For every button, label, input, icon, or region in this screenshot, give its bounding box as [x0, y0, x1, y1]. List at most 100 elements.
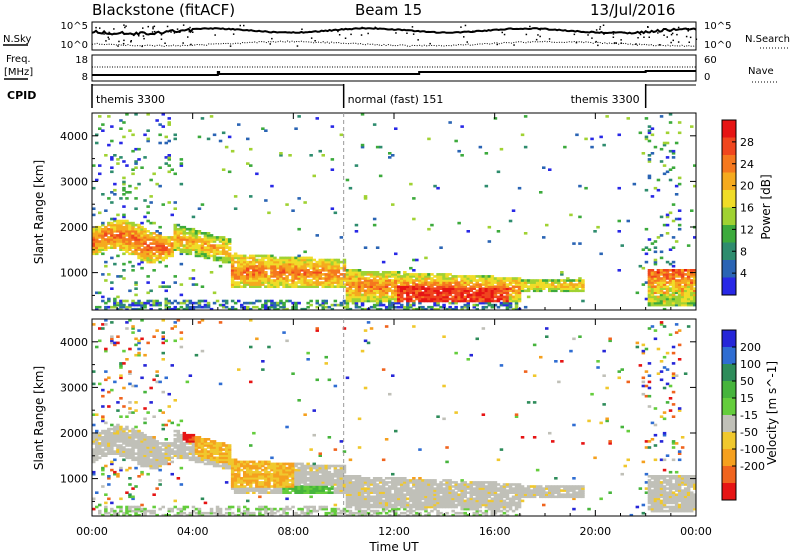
velocity-cell — [152, 511, 156, 515]
power-cell — [182, 230, 187, 233]
velocity-cell — [351, 491, 356, 494]
velocity-cell — [243, 511, 247, 515]
noise-point — [473, 30, 476, 33]
velocity-cell — [215, 456, 220, 460]
power-cell — [647, 277, 652, 280]
velocity-cell — [119, 364, 123, 367]
power-cell — [668, 293, 673, 297]
power-cell — [647, 287, 652, 290]
velocity-cell — [140, 458, 144, 462]
power-cell — [526, 287, 531, 290]
power-cell — [496, 299, 501, 303]
velocity-cell — [351, 481, 356, 484]
power-cell — [107, 305, 111, 309]
power-cell — [336, 279, 341, 282]
power-cell — [454, 279, 458, 282]
power-cell — [647, 295, 652, 299]
power-cell — [671, 297, 676, 301]
velocity-cell — [140, 448, 144, 451]
power-cell — [116, 275, 120, 278]
power-cell — [270, 256, 274, 260]
power-cell — [119, 227, 123, 231]
power-cell — [348, 283, 353, 286]
power-cell — [381, 277, 386, 280]
velocity-cell — [294, 487, 298, 490]
velocity-cell — [185, 436, 190, 439]
power-cell — [119, 223, 123, 227]
velocity-cell — [206, 438, 211, 441]
power-cell — [107, 236, 111, 239]
velocity-cell — [197, 458, 202, 462]
power-cell — [415, 297, 419, 301]
power-cell — [493, 303, 498, 307]
power-cell — [647, 301, 652, 305]
power-cell — [206, 254, 211, 258]
power-cell — [363, 283, 368, 286]
power-cell — [303, 283, 307, 286]
velocity-cell — [143, 438, 147, 441]
power-cell — [532, 285, 537, 288]
power-cell — [252, 260, 256, 264]
freq-label-1: Freq. — [6, 54, 31, 65]
velocity-cell — [375, 505, 380, 509]
velocity-cell — [191, 438, 196, 441]
velocity-cell — [285, 470, 289, 474]
power-cell — [445, 293, 449, 297]
power-cell — [653, 186, 658, 190]
velocity-cell — [261, 462, 265, 466]
velocity-cell — [327, 511, 332, 515]
power-cell — [457, 291, 461, 295]
velocity-cell — [366, 485, 371, 488]
power-cell — [161, 113, 165, 116]
velocity-cell — [351, 497, 356, 501]
power-cell — [351, 295, 356, 299]
velocity-cell — [92, 448, 96, 451]
velocity-cell — [354, 485, 359, 488]
power-cell — [671, 293, 676, 297]
power-cell — [665, 295, 670, 299]
power-cell — [258, 266, 262, 270]
velocity-cell — [146, 411, 150, 414]
velocity-cell — [152, 415, 156, 418]
power-cell — [122, 160, 126, 163]
velocity-cell — [261, 489, 265, 492]
velocity-cell — [309, 495, 313, 499]
power-cell — [285, 266, 289, 270]
power-cell — [472, 275, 476, 278]
velocity-cell — [158, 452, 162, 455]
power-cell — [363, 307, 368, 311]
noise-point — [597, 44, 599, 47]
velocity-cell — [143, 456, 147, 460]
power-cell — [333, 285, 338, 288]
power-cell — [240, 285, 244, 288]
power-cell — [680, 281, 685, 284]
power-cell — [270, 299, 274, 303]
power-cell — [430, 299, 434, 303]
power-cell — [215, 244, 220, 247]
velocity-cell — [95, 448, 99, 451]
power-cell — [436, 293, 440, 297]
power-cell — [539, 191, 543, 194]
power-cell — [475, 297, 479, 301]
power-cell — [134, 223, 138, 227]
power-cell — [641, 283, 646, 286]
power-cell — [617, 219, 621, 223]
power-cell — [182, 236, 187, 239]
power-cell — [137, 238, 141, 241]
velocity-cell — [146, 442, 150, 445]
power-cell — [490, 283, 495, 286]
velocity-cell — [261, 513, 265, 517]
power-cell — [412, 217, 416, 221]
velocity-cell — [366, 493, 371, 496]
power-cell — [270, 281, 274, 284]
power-cell — [499, 297, 504, 301]
velocity-cell — [188, 440, 193, 443]
power-cell — [104, 230, 108, 233]
velocity-cell — [261, 472, 265, 476]
power-cell — [240, 260, 244, 264]
power-cell — [460, 279, 464, 282]
power-cell — [113, 303, 117, 307]
velocity-cell — [119, 415, 123, 418]
power-cell — [333, 299, 338, 303]
velocity-cell — [143, 421, 147, 425]
